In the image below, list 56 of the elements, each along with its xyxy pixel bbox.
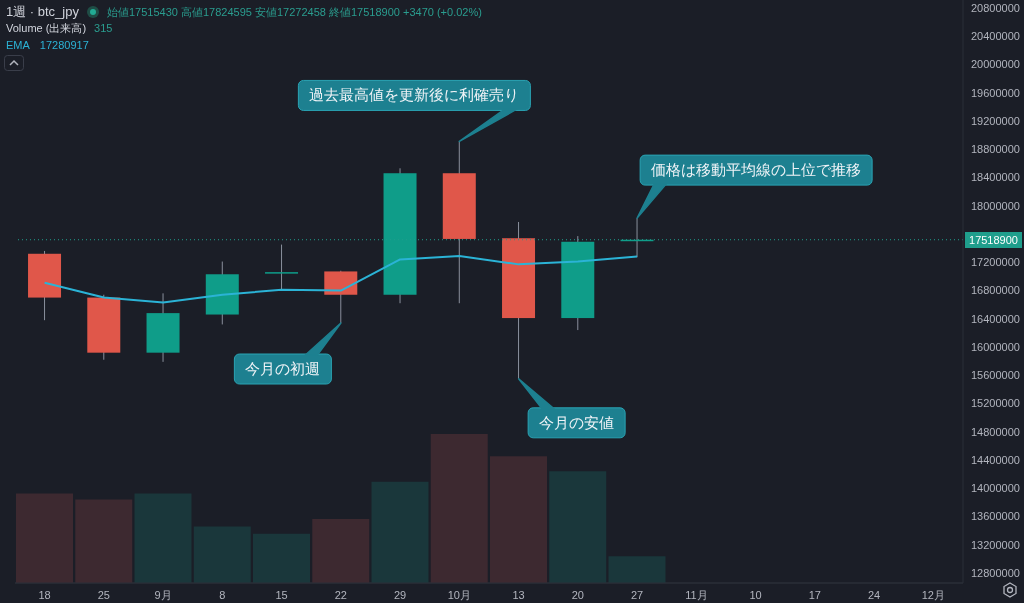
y-tick-label: 16000000 (971, 340, 1020, 353)
y-tick-label: 12800000 (971, 567, 1020, 580)
y-tick-label: 15600000 (971, 369, 1020, 382)
bar (253, 533, 310, 583)
x-tick-label: 11月 (685, 588, 708, 601)
x-tick-label: 25 (97, 588, 110, 601)
bar (608, 556, 666, 583)
candlestick (265, 244, 299, 291)
x-tick-label: 12月 (921, 588, 945, 601)
bar (16, 493, 73, 583)
y-tick-label: 16800000 (971, 284, 1020, 297)
y-tick-label: 17200000 (971, 256, 1020, 269)
x-tick-label: 22 (334, 588, 347, 601)
chart-title: 1週 · btc_jpy (6, 3, 79, 21)
x-tick-label: 10 (749, 588, 762, 601)
y-tick-label: 20400000 (971, 30, 1020, 43)
ref-line-label: 17518900 (965, 231, 1022, 248)
bar (193, 526, 251, 583)
bar (490, 456, 547, 583)
y-tick-label: 14000000 (971, 482, 1020, 495)
annotation: 17280917 (39, 39, 89, 51)
y-tick-label: 14800000 (971, 425, 1020, 438)
chart-title: Volume (出来高) (6, 22, 87, 34)
bar (430, 434, 488, 583)
x-tick-label: 13 (512, 588, 525, 601)
bar (134, 493, 192, 583)
x-tick-label: 20 (571, 588, 584, 601)
y-tick-label: 14400000 (971, 453, 1020, 466)
bar (75, 499, 133, 583)
x-tick-label: 17 (808, 588, 821, 601)
y-tick-label: 20000000 (971, 58, 1020, 71)
bar (549, 471, 607, 583)
x-tick-label: 27 (631, 588, 644, 601)
x-tick-label: 24 (868, 588, 881, 601)
bar (371, 481, 429, 583)
text: EMA (6, 39, 30, 51)
y-tick-label: 16400000 (971, 312, 1020, 325)
x-tick-label: 29 (394, 588, 407, 601)
y-tick-label: 20800000 (971, 1, 1020, 14)
x-tick-label: 18 (38, 588, 51, 601)
y-tick-label: 15200000 (971, 397, 1020, 410)
y-tick-label: 19600000 (971, 86, 1020, 99)
annotation: 315 (94, 22, 113, 34)
x-tick-label: 10月 (447, 588, 471, 601)
y-tick-label: 19200000 (971, 114, 1020, 127)
bar (312, 518, 370, 583)
x-tick-label: 9月 (154, 588, 172, 601)
y-tick-label: 18000000 (971, 199, 1020, 212)
x-tick-label: 8 (219, 588, 226, 601)
text: 始値17515430 高値17824595 安値17272458 終値17518900 +3470 (+0.02%) (106, 4, 482, 20)
x-tick-label: 15 (275, 588, 288, 601)
line-series (43, 254, 639, 304)
y-tick-label: 18800000 (971, 143, 1020, 156)
y-tick-label: 13600000 (971, 510, 1020, 523)
y-tick-label: 18400000 (971, 171, 1020, 184)
y-tick-label: 13200000 (971, 538, 1020, 551)
